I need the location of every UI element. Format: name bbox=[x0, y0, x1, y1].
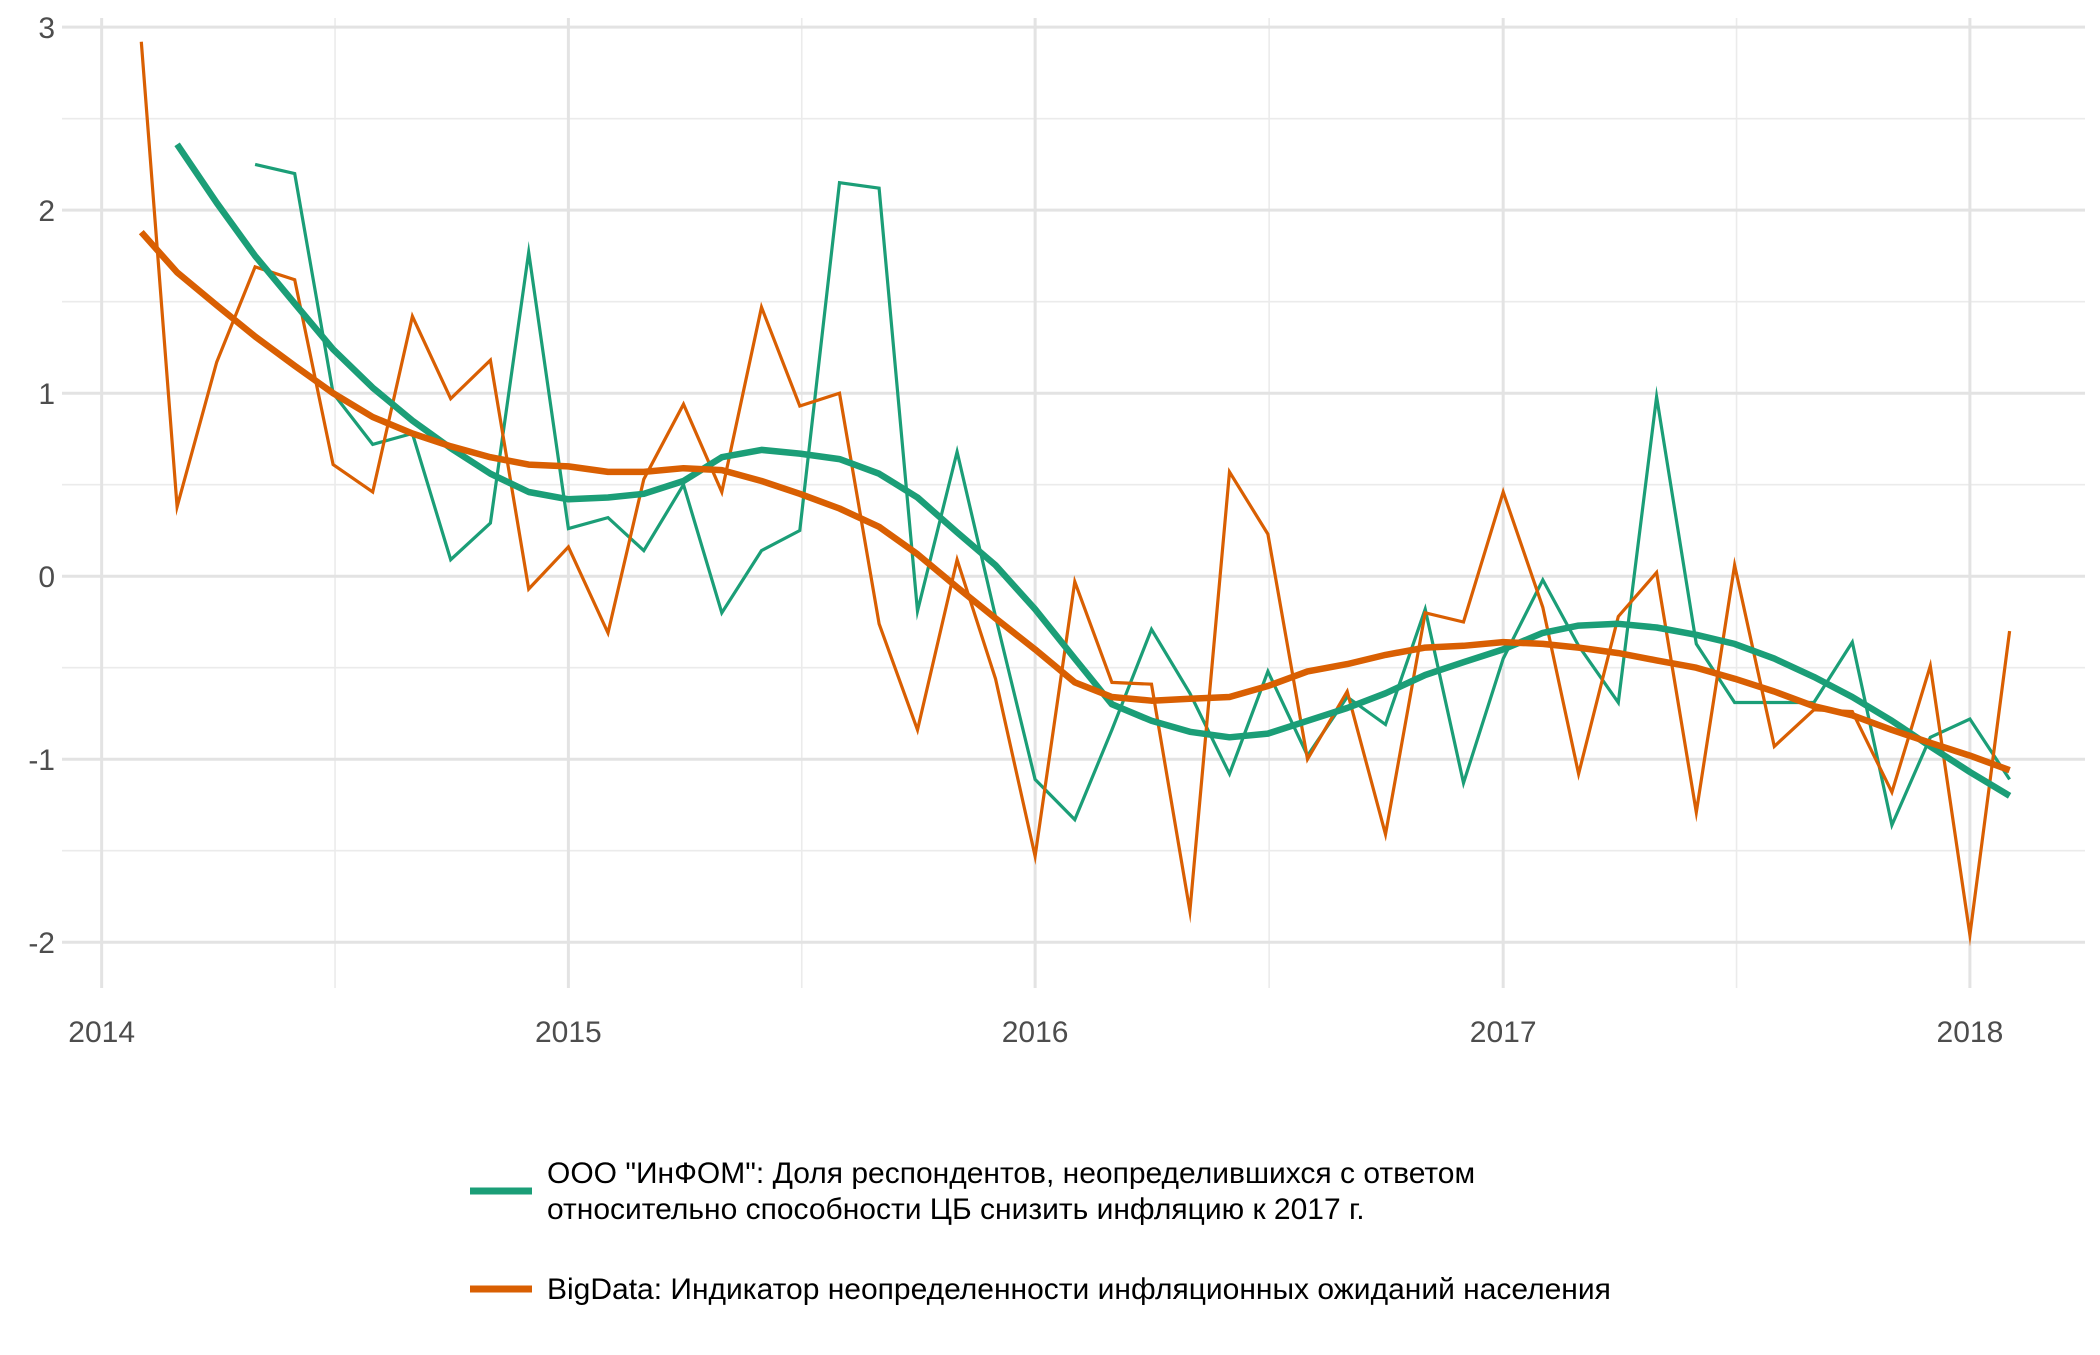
legend-label-series-1: ООО "ИнФОМ": Доля респондентов, неопреде… bbox=[547, 1157, 1475, 1190]
axes: 3 2 1 0 -1 -2 2014 2015 2016 2017 2018 bbox=[28, 12, 2003, 1049]
grid bbox=[62, 18, 2085, 988]
y-tick-label: -1 bbox=[28, 744, 55, 777]
x-tick-label: 2016 bbox=[1002, 1016, 1069, 1049]
x-tick-label: 2015 bbox=[535, 1016, 602, 1049]
x-tick-label: 2014 bbox=[68, 1016, 135, 1049]
series-1-raw-line bbox=[254, 162, 2011, 831]
y-tick-label: 2 bbox=[38, 195, 55, 228]
legend-label-series-1: относительно способности ЦБ снизить инфл… bbox=[547, 1193, 1365, 1226]
plot-area bbox=[138, 41, 2012, 947]
y-tick-label: -2 bbox=[28, 927, 55, 960]
y-tick-label: 1 bbox=[38, 378, 55, 411]
x-tick-label: 2018 bbox=[1937, 1016, 2004, 1049]
y-tick-label: 0 bbox=[38, 561, 55, 594]
series-1-trend-line bbox=[174, 142, 2012, 799]
y-tick-label: 3 bbox=[38, 12, 55, 45]
legend-label-series-2: BigData: Индикатор неопределенности инфл… bbox=[547, 1273, 1611, 1306]
series-2-raw-line bbox=[139, 41, 2012, 947]
series-2-trend-line bbox=[138, 229, 2011, 774]
legend: ООО "ИнФОМ": Доля респондентов, неопреде… bbox=[470, 1157, 1611, 1306]
x-tick-label: 2017 bbox=[1470, 1016, 1537, 1049]
